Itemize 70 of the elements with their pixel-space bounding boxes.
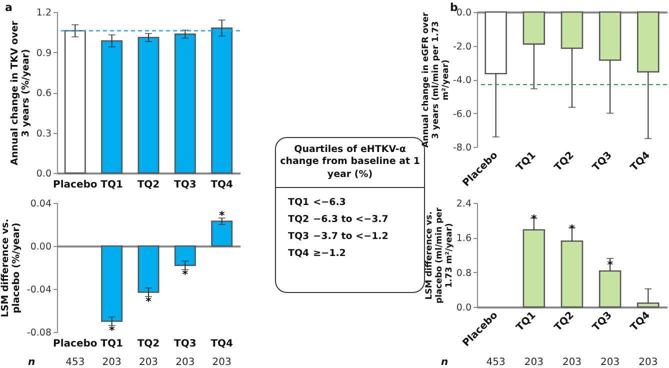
bar (101, 40, 123, 174)
bar (560, 240, 584, 308)
bar (138, 36, 160, 174)
text: n (28, 357, 36, 368)
text: 203 (212, 357, 232, 368)
y-tick-label: 0.8 (456, 268, 472, 279)
text: 203 (524, 357, 544, 368)
y-tick-label: 0.0 (36, 168, 52, 180)
bar (522, 229, 546, 308)
y-tick-label: -4.0 (452, 75, 472, 86)
y-tick-label: 0.00 (30, 242, 52, 252)
category-label: TQ2 (288, 213, 310, 228)
annotation: * (218, 208, 225, 222)
chart-title: b (450, 1, 458, 14)
text: Quartiles of eHTKV-α change from baseline at 1 year (%) (280, 144, 420, 180)
y-tick-label: 1.2 (36, 8, 52, 18)
text: 203 (638, 357, 658, 368)
bar (598, 270, 622, 308)
text: 203 (562, 357, 582, 368)
x-tick-label: TQ2 (137, 180, 160, 190)
text: 453 (486, 357, 506, 368)
text: n (441, 357, 448, 368)
y-tick-label: -0.08 (26, 328, 52, 338)
x-tick-label: TQ4 (210, 180, 234, 190)
y-axis-title: Annual change in eGFR over 3 years (ml/min per 1.73 m²/year) (420, 12, 451, 148)
annotation: * (569, 222, 576, 236)
text: <−6.3 (313, 196, 347, 210)
x-tick-label: Placebo (53, 180, 98, 190)
text: −3.7 to <−1.2 (313, 230, 390, 244)
annotation: * (108, 324, 115, 337)
y-axis-title: LSM difference vs. placebo (%/year) (0, 218, 22, 318)
y-tick-label: 2.4 (456, 198, 472, 210)
y-tick-label: 0.6 (36, 88, 52, 99)
y-tick-label: -0.04 (26, 284, 52, 296)
text: 203 (138, 357, 158, 368)
x-tick-label: Placebo (53, 338, 98, 350)
y-tick-label: 0.3 (36, 128, 52, 140)
x-tick-label: TQ4 (210, 338, 234, 350)
x-tick-label: TQ1 (100, 338, 124, 350)
category-label: TQ3 (288, 230, 310, 244)
text: −6.3 to <−3.7 (313, 213, 390, 228)
y-axis-title: Annual change in TKV over 3 years (%/year) (9, 20, 32, 166)
x-tick-label: TQ2 (137, 338, 160, 350)
bar (64, 30, 86, 174)
text: 203 (102, 357, 122, 368)
y-tick-label: -8.0 (452, 142, 472, 154)
y-tick-label: -2.0 (452, 41, 472, 52)
y-tick-label: -6.0 (452, 108, 472, 120)
x-tick-label: TQ3 (174, 338, 196, 350)
y-tick-label: 0.0 (456, 8, 472, 18)
y-tick-label: 0.04 (30, 198, 52, 210)
bar (174, 33, 196, 174)
text: ≥−1.2 (313, 247, 347, 262)
category-label: TQ1 (288, 196, 310, 210)
bar (211, 27, 233, 174)
text: 203 (600, 357, 620, 368)
y-tick-label: 1.6 (456, 233, 472, 244)
x-tick-label: TQ3 (174, 180, 196, 190)
bar (637, 302, 660, 308)
annotation: * (182, 268, 188, 281)
annotation: * (531, 212, 538, 226)
y-axis-title: LSM difference vs. placebo (ml/min per 1.73 m²/year) (424, 206, 454, 304)
y-tick-label: 0.9 (36, 48, 52, 59)
x-tick-label: TQ1 (100, 180, 124, 190)
category-label: TQ4 (288, 247, 310, 262)
text: 203 (176, 357, 195, 368)
y-tick-label: 0.0 (456, 302, 472, 314)
chart-title: a (5, 1, 12, 14)
text: 453 (66, 357, 85, 368)
annotation: * (146, 294, 152, 308)
